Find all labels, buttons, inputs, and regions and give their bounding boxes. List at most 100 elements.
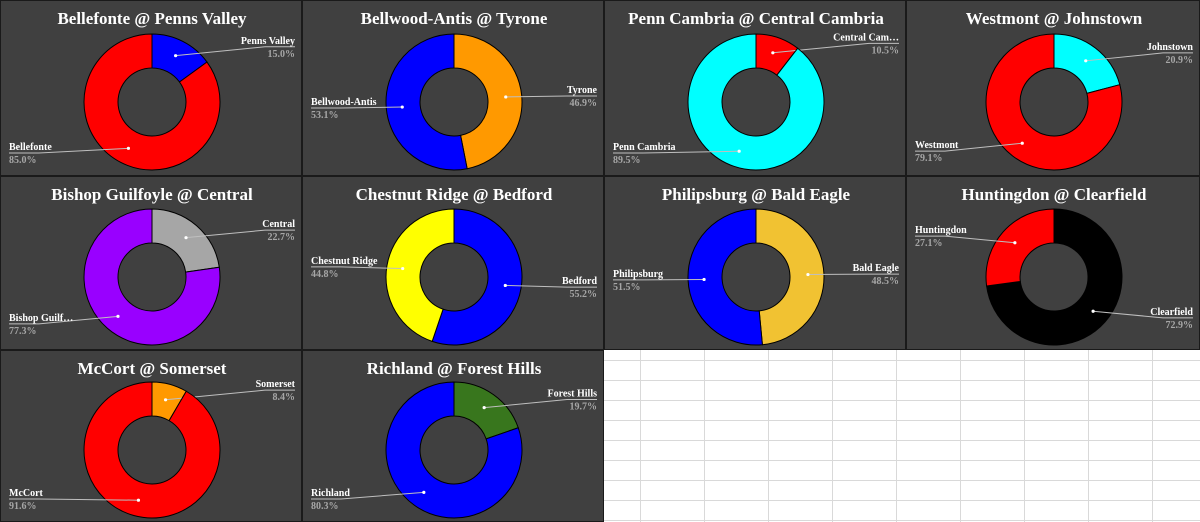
donut-slice[interactable] — [385, 208, 455, 343]
slice-label: Tyrone — [567, 85, 598, 96]
chart-panel[interactable]: Huntingdon @ Clearfield Clearfield 72.9% Hu… — [906, 176, 1200, 350]
leader-line — [915, 235, 1015, 244]
donut-slice[interactable] — [986, 208, 1123, 346]
slice-percent: 10.5% — [872, 45, 900, 56]
donut-slice[interactable] — [1053, 33, 1121, 94]
donut-slice[interactable] — [453, 33, 523, 170]
slice-label: Bald Eagle — [853, 263, 900, 274]
slice-label: Central — [262, 219, 295, 230]
chart-title: McCort @ Somerset — [78, 359, 227, 378]
leader-line — [311, 106, 403, 109]
leader-dot — [400, 105, 404, 109]
slice-percent: 48.5% — [872, 276, 900, 287]
chart-panel[interactable]: McCort @ Somerset Somerset 8.4% McCort 91.6% — [0, 350, 302, 522]
donut-slice[interactable] — [83, 33, 221, 171]
donut-slice[interactable] — [687, 208, 763, 346]
leader-line — [9, 147, 129, 154]
leader-dot — [482, 406, 486, 410]
donut-slice[interactable] — [687, 33, 825, 171]
slice-label: Chestnut Ridge — [311, 256, 378, 267]
donut-chart: Chestnut Ridge @ Bedford Bedford 55.2% Ches… — [311, 185, 597, 346]
chart-title: Bellwood-Antis @ Tyrone — [361, 9, 548, 28]
slice-percent: 51.5% — [613, 282, 641, 293]
slice-percent: 46.9% — [570, 98, 598, 109]
slice-percent: 91.6% — [9, 501, 37, 512]
donut-chart: Richland @ Forest Hills Forest Hills 19.7%… — [311, 359, 598, 519]
donut-chart: Bishop Guilfoyle @ Central Central 22.7% Bi… — [9, 185, 296, 346]
slice-label: McCort — [9, 488, 44, 499]
leader-dot — [163, 398, 168, 402]
slice-percent: 20.9% — [1166, 55, 1194, 66]
donut-chart: Penn Cambria @ Central Cambria Central Ca… — [613, 9, 900, 171]
leader-dot — [136, 498, 141, 502]
slice-percent: 89.5% — [613, 155, 641, 166]
chart-title: Bishop Guilfoyle @ Central — [51, 185, 253, 204]
leader-dot — [126, 146, 130, 150]
slice-percent: 44.8% — [311, 269, 339, 280]
leader-line — [505, 95, 597, 98]
leader-line — [613, 150, 740, 154]
donut-slice[interactable] — [431, 208, 523, 346]
leader-line — [175, 46, 295, 57]
slice-percent: 22.7% — [268, 232, 296, 243]
leader-line — [915, 142, 1023, 152]
chart-panel[interactable]: Bellwood-Antis @ Tyrone Tyrone 46.9% Bellwo… — [302, 0, 604, 176]
slice-label: Forest Hills — [547, 388, 597, 399]
leader-dot — [174, 54, 178, 58]
slice-label: Richland — [311, 488, 350, 499]
donut-slice[interactable] — [985, 33, 1123, 171]
chart-panel[interactable]: Richland @ Forest Hills Forest Hills 19.7%… — [302, 350, 604, 522]
slice-label: Penn Cambria — [613, 142, 676, 153]
leader-dot — [401, 266, 405, 271]
slice-label: Clearfield — [1150, 307, 1193, 318]
leader-dot — [422, 490, 426, 494]
chart-panel[interactable]: Westmont @ Johnstown Johnstown 20.9% Westmo… — [906, 0, 1200, 176]
chart-title: Huntingdon @ Clearfield — [962, 185, 1147, 204]
chart-panel[interactable]: Bellefonte @ Penns Valley Penns Valley 15.… — [0, 0, 302, 176]
slice-label: Philipsburg — [613, 269, 663, 280]
donut-slice[interactable] — [453, 381, 519, 440]
donut-slice[interactable] — [755, 208, 825, 346]
donut-slice[interactable] — [385, 33, 468, 171]
leader-line — [1093, 310, 1193, 319]
chart-panel[interactable]: Penn Cambria @ Central Cambria Central Ca… — [604, 0, 906, 176]
leader-line — [484, 398, 597, 409]
chart-title: Chestnut Ridge @ Bedford — [356, 185, 553, 204]
chart-title: Richland @ Forest Hills — [367, 359, 542, 378]
chart-panel[interactable]: Philipsburg @ Bald Eagle Bald Eagle 48.5% P… — [604, 176, 906, 350]
slice-percent: 15.0% — [268, 49, 296, 60]
slice-percent: 72.9% — [1166, 320, 1194, 331]
leader-dot — [1091, 309, 1095, 313]
chart-title: Bellefonte @ Penns Valley — [57, 9, 247, 28]
leader-dot — [771, 51, 775, 55]
slice-percent: 8.4% — [273, 392, 296, 403]
slice-label: Huntingdon — [915, 225, 967, 236]
leader-dot — [503, 283, 507, 288]
leader-line — [505, 284, 597, 288]
leader-line — [311, 491, 424, 500]
chart-panel[interactable]: Chestnut Ridge @ Bedford Bedford 55.2% Ches… — [302, 176, 604, 350]
slice-label: Central Cam… — [833, 32, 899, 43]
donut-chart: Huntingdon @ Clearfield Clearfield 72.9% Hu… — [915, 185, 1194, 346]
slice-percent: 19.7% — [570, 401, 598, 412]
donut-slice[interactable] — [83, 381, 221, 519]
chart-panel[interactable]: Bishop Guilfoyle @ Central Central 22.7% Bi… — [0, 176, 302, 350]
leader-dot — [702, 277, 706, 282]
leader-line — [772, 42, 899, 54]
donut-slice[interactable] — [985, 208, 1055, 287]
donut-slice[interactable] — [151, 208, 220, 273]
slice-percent: 80.3% — [311, 501, 339, 512]
leader-line — [165, 389, 295, 401]
slice-label: Bellefonte — [9, 142, 52, 153]
slice-percent: 79.1% — [915, 153, 943, 164]
leader-dot — [504, 95, 508, 99]
donut-slice[interactable] — [385, 381, 523, 519]
leader-dot — [1084, 59, 1088, 63]
leader-line — [311, 266, 403, 270]
slice-label: Bellwood-Antis — [311, 97, 377, 108]
donut-slice[interactable] — [83, 208, 221, 346]
donut-chart: Bellwood-Antis @ Tyrone Tyrone 46.9% Bellwo… — [311, 9, 598, 171]
leader-dot — [1013, 241, 1017, 245]
chart-title: Westmont @ Johnstown — [966, 9, 1143, 28]
